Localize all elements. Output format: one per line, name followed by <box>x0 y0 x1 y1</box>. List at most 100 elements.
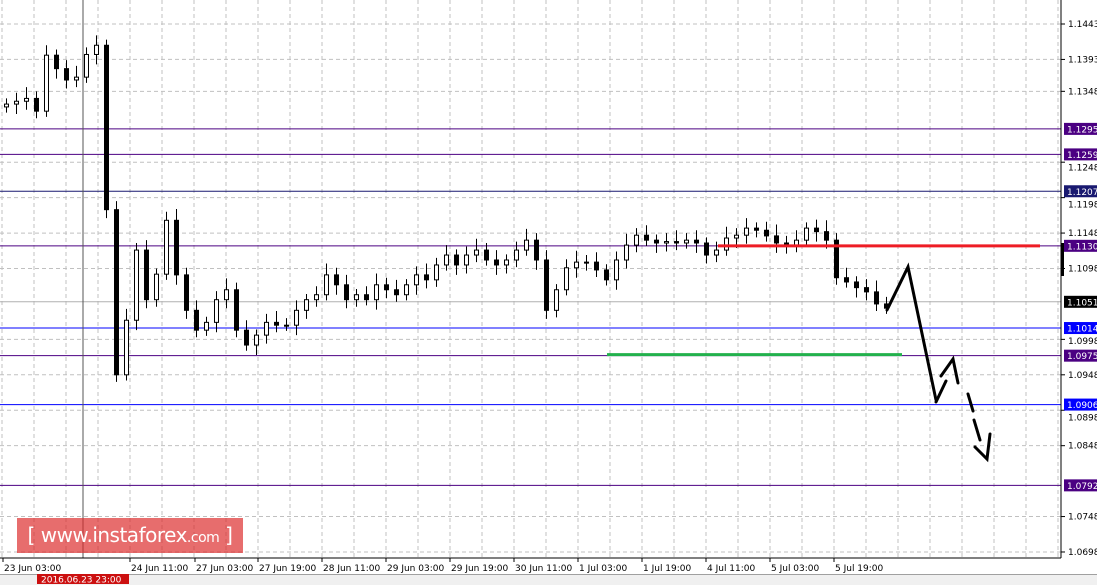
candle <box>494 250 499 275</box>
y-tick-label: 1.1393 <box>1068 55 1097 65</box>
candle <box>814 219 819 242</box>
candle <box>574 250 579 278</box>
y-tick-label: 1.1443 <box>1068 20 1097 30</box>
candle <box>624 233 629 269</box>
candle <box>364 286 369 306</box>
candle <box>874 280 879 312</box>
level-label: 1.0906 <box>1067 401 1097 411</box>
candle <box>524 228 529 256</box>
candle <box>744 218 749 244</box>
candle <box>654 234 659 253</box>
axes <box>0 0 1064 559</box>
level-price-labels: 1.1295 1.1259 1.1207 1.1130 1.1014 1.0975 1.09… <box>1064 122 1097 492</box>
candle <box>254 329 259 355</box>
candles <box>4 35 889 382</box>
y-tick-label: 1.0998 <box>1068 337 1097 347</box>
candle <box>544 250 549 319</box>
candle <box>204 316 209 336</box>
candle <box>684 233 689 249</box>
level-label-bg <box>1064 185 1097 198</box>
x-tick-label: 29 Jun 19:00 <box>451 564 508 574</box>
candle <box>214 291 219 333</box>
candle <box>854 276 859 298</box>
candle <box>184 267 189 319</box>
watermark-bracket-close: ] <box>225 523 233 547</box>
candle <box>664 233 669 252</box>
candle <box>314 286 319 307</box>
candle <box>564 259 569 296</box>
level-label-bg <box>1064 322 1097 335</box>
candle <box>284 318 289 331</box>
candle <box>444 245 449 271</box>
candle <box>604 264 609 286</box>
candle <box>634 228 639 253</box>
x-tick-label: 23 Jun 03:00 <box>4 564 61 574</box>
candle <box>114 201 119 382</box>
candle <box>24 87 29 110</box>
candle <box>834 233 839 285</box>
level-label: 1.1130 <box>1067 242 1097 252</box>
candle <box>344 274 349 309</box>
candle <box>194 300 199 338</box>
instaforex-watermark: [ www.instaforex.com ] <box>17 518 243 553</box>
candle <box>864 279 869 301</box>
candle <box>674 230 679 251</box>
candle <box>384 277 389 299</box>
candle <box>704 237 709 264</box>
candle <box>294 300 299 336</box>
x-tick-label: 1 Jul 19:00 <box>643 564 692 574</box>
y-tick-label: 1.0948 <box>1068 371 1097 381</box>
candle <box>94 35 99 65</box>
level-label-bg <box>1064 122 1097 135</box>
candle <box>164 211 169 280</box>
y-tick-label: 1.1148 <box>1068 229 1097 239</box>
candle <box>104 39 109 219</box>
x-tick-label: 5 Jul 03:00 <box>771 564 820 574</box>
candle <box>374 273 379 310</box>
level-label: 1.1295 <box>1067 125 1097 135</box>
axis-marker <box>1061 243 1064 276</box>
y-tick-label: 1.1198 <box>1068 200 1097 210</box>
candle <box>174 208 179 285</box>
candle <box>474 238 479 263</box>
y-tick-label: 1.0898 <box>1068 414 1097 424</box>
candle <box>724 226 729 256</box>
x-tick-label: 1 Jul 03:00 <box>579 564 628 574</box>
grid <box>0 0 1061 558</box>
candle <box>34 91 39 119</box>
candle <box>264 313 269 344</box>
x-axis-ticks: 23 Jun 03:00 24 Jun 11:00 27 Jun 03:00 27 J… <box>2 558 884 574</box>
level-label-bg <box>1064 479 1097 492</box>
x-tick-label: 5 Jul 19:00 <box>835 564 884 574</box>
y-axis-ticks: 1.1443 1.1393 1.1348 1.1248 1.1198 1.1148 1.10… <box>1061 20 1097 558</box>
candle <box>14 92 19 115</box>
candle <box>694 230 699 253</box>
candle <box>774 224 779 253</box>
candle <box>44 45 49 117</box>
candle <box>484 242 489 266</box>
y-tick-label: 1.1248 <box>1068 163 1097 173</box>
forecast-arrowhead <box>973 432 992 463</box>
candle <box>514 241 519 268</box>
forecast-path <box>885 262 992 463</box>
level-label: 1.1259 <box>1067 151 1097 161</box>
candle <box>224 278 229 309</box>
candle <box>464 246 469 274</box>
level-label-bg <box>1064 398 1097 411</box>
candle <box>764 221 769 242</box>
candle <box>334 267 339 295</box>
forecast-main-leg <box>885 262 938 402</box>
candle <box>394 279 399 302</box>
candle <box>4 98 9 113</box>
candle <box>124 308 129 381</box>
y-tick-label: 1.0848 <box>1068 442 1097 452</box>
level-label: 1.1051 <box>1067 298 1097 308</box>
level-label: 1.1207 <box>1067 188 1097 198</box>
x-tick-label: 4 Jul 11:00 <box>707 564 756 574</box>
watermark-bracket-open: [ <box>27 523 36 547</box>
candle <box>804 222 809 246</box>
status-strip <box>0 574 1097 585</box>
candle <box>434 257 439 287</box>
level-label-bg <box>1064 295 1097 308</box>
